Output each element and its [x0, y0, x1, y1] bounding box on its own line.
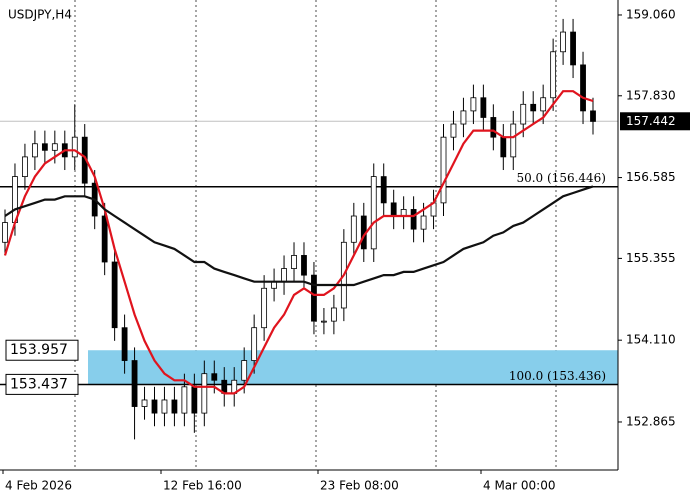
x-tick-label: 23 Feb 08:00	[320, 479, 399, 493]
candle-body	[291, 255, 297, 269]
candle-body	[470, 97, 477, 112]
zone	[88, 350, 618, 385]
candle-body	[350, 215, 357, 243]
fib-label: 50.0 (156.446)	[516, 171, 606, 185]
candle-body	[330, 307, 337, 322]
candle-body	[111, 261, 118, 329]
candle-body	[410, 209, 417, 230]
candle-body	[380, 176, 387, 204]
candle-body	[560, 31, 567, 53]
x-tick-label: 4 Feb 2026	[5, 479, 72, 493]
candle-body	[530, 103, 537, 112]
y-tick-label: 154.110	[626, 333, 676, 347]
candle-body	[480, 97, 487, 118]
moving-average	[4, 185, 594, 287]
candle-body	[2, 222, 8, 243]
candle-body	[151, 399, 158, 414]
candle-body	[520, 103, 527, 125]
candle-body	[550, 51, 557, 99]
candle-body	[71, 136, 78, 158]
x-tick-label: 12 Feb 16:00	[163, 479, 242, 493]
candle-body	[181, 386, 188, 414]
y-tick-label: 159.060	[626, 7, 676, 21]
candle-body	[141, 399, 148, 407]
candle-body	[31, 143, 38, 158]
candle-body	[590, 110, 596, 122]
zone-label: 153.437	[10, 376, 68, 392]
candle-body	[171, 399, 178, 414]
candle-body	[22, 156, 28, 177]
candle-body	[51, 143, 58, 151]
y-tick-label: 155.355	[626, 251, 676, 265]
chart-title: USDJPY,H4	[8, 8, 72, 22]
candle-body	[251, 327, 258, 361]
candle-body	[241, 360, 248, 381]
price-label-bg	[620, 112, 690, 131]
candle-body	[450, 123, 457, 138]
candle-body	[510, 123, 517, 158]
candle-body	[370, 176, 377, 250]
zone-label: 153.957	[10, 342, 68, 358]
moving-average	[3, 90, 594, 395]
candle-body	[390, 202, 397, 217]
candle-body	[101, 215, 108, 263]
y-tick-label: 157.830	[626, 88, 676, 102]
candle-body	[440, 136, 447, 204]
candle-body	[161, 399, 168, 414]
candle-body	[420, 215, 427, 230]
fib-label: 100.0 (153.436)	[509, 369, 606, 383]
candle-body	[211, 373, 218, 381]
candle-body	[191, 386, 198, 414]
candle-body	[460, 110, 467, 125]
candle-body	[301, 255, 307, 276]
candle-body	[580, 64, 586, 112]
candle-body	[570, 31, 576, 66]
price-label: 157.442	[626, 114, 676, 128]
candle-body	[131, 360, 138, 407]
x-tick-label: 4 Mar 00:00	[483, 479, 556, 493]
candle-body	[201, 373, 208, 414]
candle-body	[540, 97, 547, 112]
candle-body	[311, 274, 317, 322]
candle-body	[490, 117, 497, 138]
zone-label-bg	[5, 339, 79, 361]
candle-body	[281, 268, 287, 283]
candle-body	[41, 143, 48, 151]
candle-body	[500, 136, 507, 158]
candle-body	[321, 320, 327, 323]
candle-body	[121, 327, 128, 361]
y-tick-label: 156.585	[626, 170, 676, 184]
y-tick-label: 152.865	[626, 414, 676, 428]
candle-body	[261, 287, 268, 329]
zone-label-bg	[5, 373, 79, 395]
